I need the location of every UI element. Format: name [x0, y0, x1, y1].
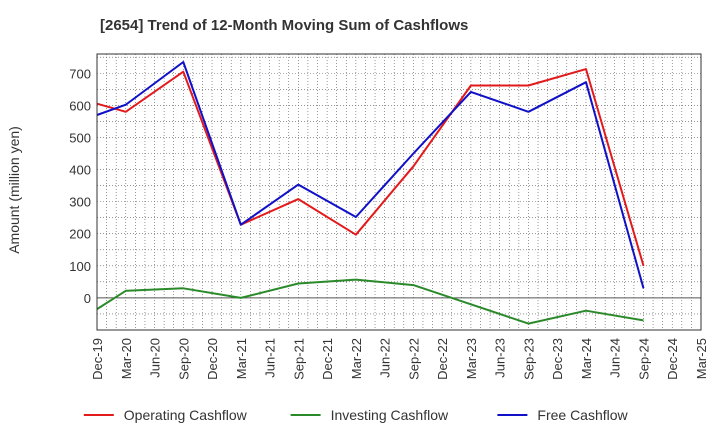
legend-item-free-cashflow: Free Cashflow [497, 407, 629, 423]
legend-item-investing-cashflow: Investing Cashflow [290, 407, 449, 423]
legend: Operating Cashflow Investing Cashflow Free… [83, 407, 629, 423]
y-tick-labels: 0 100 200 300 400 500 600 700 [69, 66, 91, 306]
y-tick-label: 0 [84, 291, 91, 306]
x-tick-label: Sep-24 [637, 338, 652, 380]
x-tick-label: Dec-21 [320, 338, 335, 380]
x-tick-label: Jun-24 [608, 338, 623, 378]
legend-label: Operating Cashflow [124, 407, 248, 423]
plot-frame [96, 53, 702, 331]
series-line-free-cashflow [96, 61, 645, 289]
y-tick-label: 400 [69, 163, 91, 178]
x-tick-label: Mar-21 [234, 338, 249, 379]
legend-item-operating-cashflow: Operating Cashflow [83, 407, 248, 423]
y-tick-label: 600 [69, 98, 91, 113]
series-line-operating-cashflow [96, 68, 645, 267]
x-tick-label: Sep-21 [291, 338, 306, 380]
y-axis-label: Amount (million yen) [6, 126, 22, 254]
y-tick-label: 200 [69, 227, 91, 242]
x-tick-label: Dec-20 [205, 338, 220, 380]
legend-label: Investing Cashflow [331, 407, 449, 423]
x-tick-label: Dec-22 [435, 338, 450, 380]
x-tick-label: Sep-22 [406, 338, 421, 380]
x-tick-label: Dec-19 [90, 338, 105, 380]
x-tick-label: Jun-21 [263, 338, 278, 378]
x-tick-label: Jun-23 [493, 338, 508, 378]
y-tick-label: 500 [69, 130, 91, 145]
x-tick-label: Jun-20 [148, 338, 163, 378]
x-tick-label: Mar-20 [119, 338, 134, 379]
y-tick-label: 700 [69, 66, 91, 81]
chart-title: [2654] Trend of 12-Month Moving Sum of C… [100, 17, 468, 34]
x-tick-label: Mar-25 [694, 338, 709, 379]
x-tick-label: Mar-22 [349, 338, 364, 379]
x-tick-label: Sep-20 [176, 338, 191, 380]
y-tick-label: 300 [69, 195, 91, 210]
x-tick-labels: Dec-19 Mar-20 Jun-20 Sep-20 Dec-20 Mar-21 Jun-… [90, 338, 709, 380]
y-tick-label: 100 [69, 259, 91, 274]
x-tick-label: Sep-23 [521, 338, 536, 380]
x-tick-label: Mar-23 [464, 338, 479, 379]
x-tick-label: Dec-24 [665, 338, 680, 380]
legend-label: Free Cashflow [537, 407, 628, 423]
x-tick-label: Dec-23 [550, 338, 565, 380]
x-tick-label: Jun-22 [378, 338, 393, 378]
series-lines [96, 61, 645, 325]
series-line-investing-cashflow [96, 278, 644, 325]
x-tick-label: Mar-24 [579, 338, 594, 379]
